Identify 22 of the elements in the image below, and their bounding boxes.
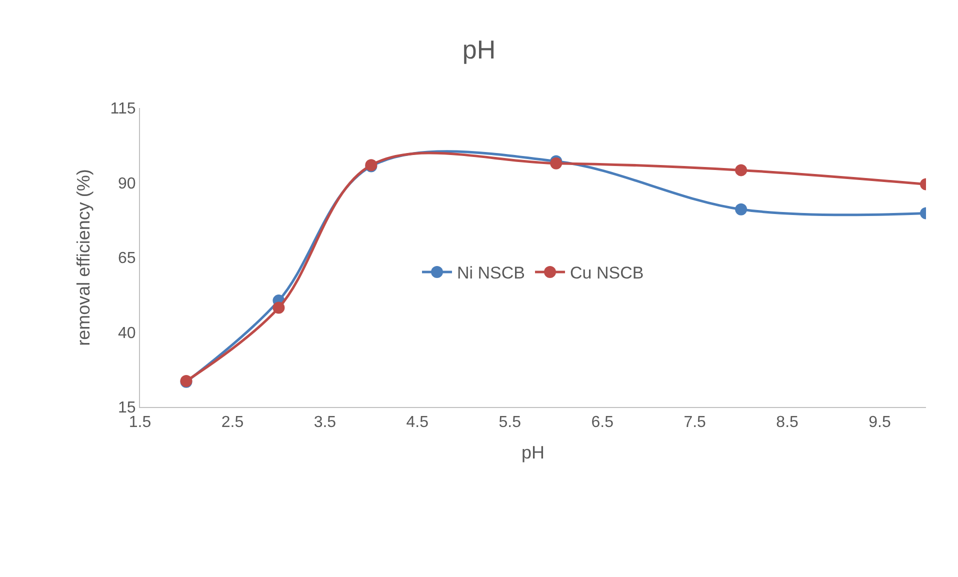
y-axis-title: removal efficiency (%) — [73, 169, 94, 346]
x-tick-label: 2.5 — [221, 414, 244, 432]
point — [735, 164, 748, 176]
x-tick-label: 4.5 — [406, 414, 429, 432]
x-tick-label: 6.5 — [591, 414, 614, 432]
y-tick-label: 115 — [110, 100, 136, 118]
y-tick-label: 40 — [118, 324, 136, 342]
legend-label: Cu NSCB — [570, 264, 644, 283]
x-tick-label: 7.5 — [684, 414, 706, 432]
point — [272, 302, 285, 314]
y-tick-label: 90 — [118, 175, 136, 192]
x-tick-label: 9.5 — [868, 414, 891, 432]
x-tick-label: 8.5 — [776, 414, 799, 432]
y-tick-label: 65 — [118, 250, 136, 268]
y-tick-label: 15 — [118, 400, 136, 417]
chart-title: pH — [462, 34, 496, 65]
legend-label: Ni NSCB — [457, 264, 526, 283]
point — [735, 203, 748, 216]
x-axis-title: pH — [521, 442, 545, 462]
x-tick-label: 5.5 — [498, 414, 522, 432]
x-tick-label: 3.5 — [314, 414, 336, 432]
x-tick-label: 1.5 — [128, 414, 152, 432]
